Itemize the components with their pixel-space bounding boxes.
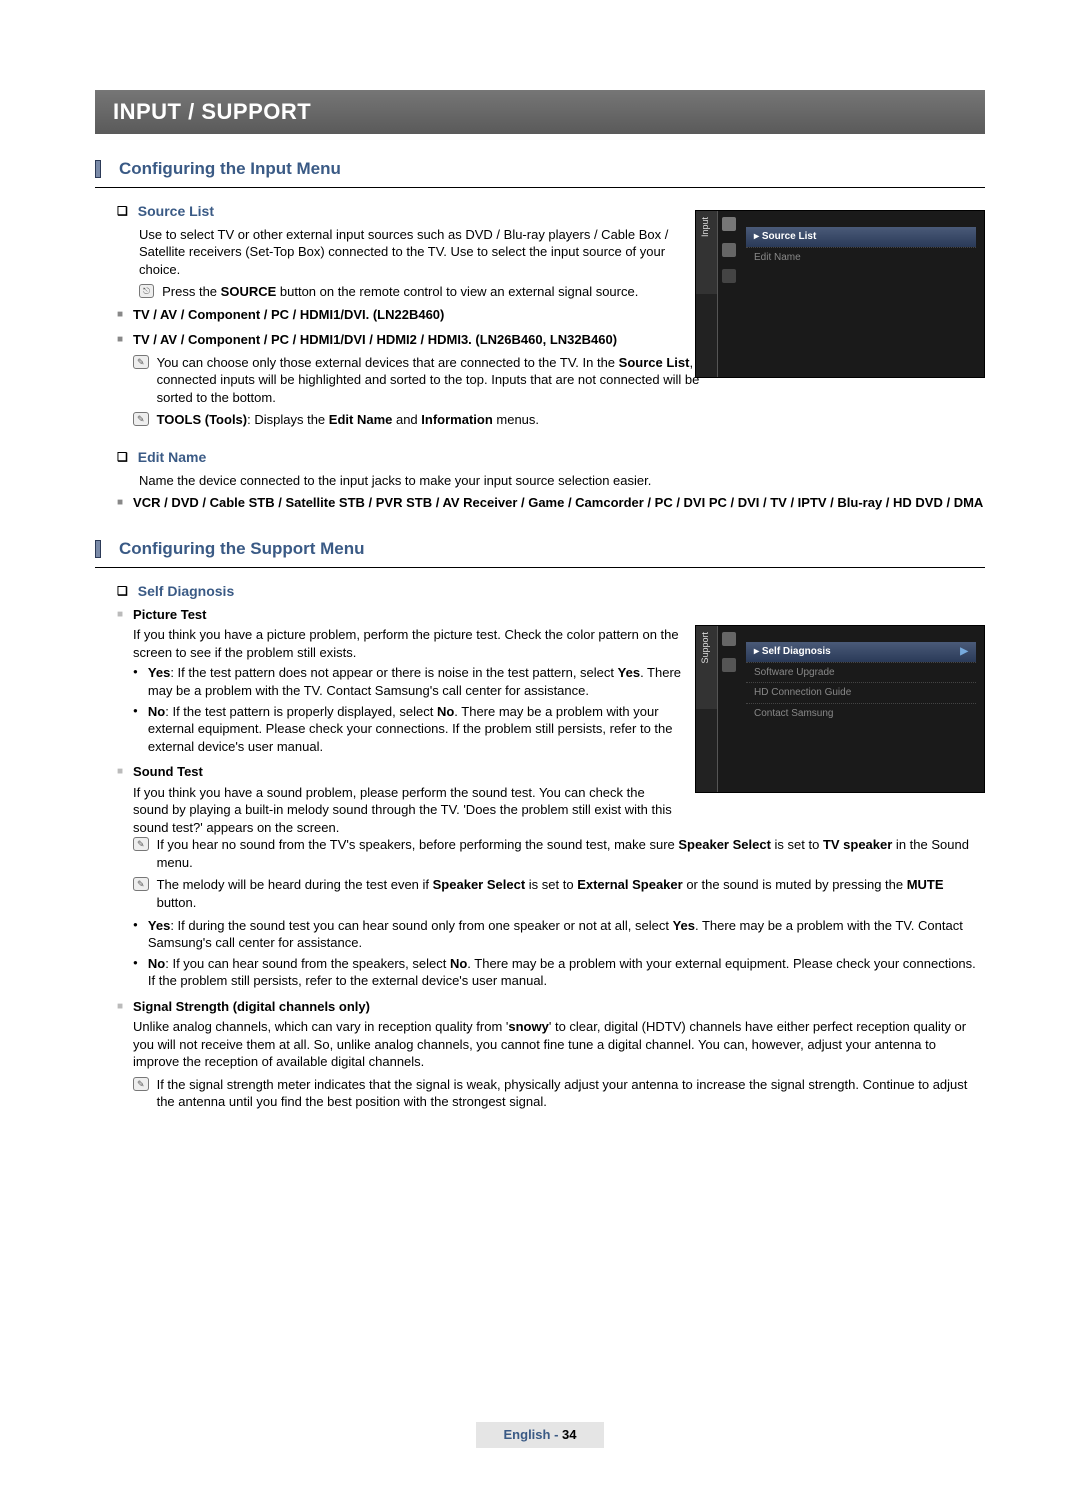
sound-test: Sound Test If you think you have a sound…: [117, 763, 985, 990]
note-icon: ✎: [133, 877, 149, 891]
page-footer: English - 34: [0, 1422, 1080, 1448]
note-icon: ✎: [133, 1077, 149, 1091]
note-icon: ✎: [133, 837, 149, 851]
edit-name-heading: Edit Name: [117, 448, 985, 467]
signal-strength: Signal Strength (digital channels only) …: [117, 998, 985, 1116]
edit-name-desc: Name the device connected to the input j…: [139, 472, 985, 490]
screenshot-source-list: Input ▸ Source List Edit Name: [695, 210, 985, 378]
section-heading-input: Configuring the Input Menu: [95, 158, 985, 188]
page-title: INPUT / SUPPORT: [95, 90, 985, 134]
self-diagnosis-heading: Self Diagnosis: [117, 582, 985, 601]
section-heading-support: Configuring the Support Menu: [95, 538, 985, 568]
note-icon: ✎: [133, 355, 149, 369]
screenshot-self-diagnosis: Support ▸ Self Diagnosis▶ Software Upgra…: [695, 625, 985, 793]
edit-name-list: VCR / DVD / Cable STB / Satellite STB / …: [117, 494, 985, 512]
tools-icon: ✎: [133, 412, 149, 426]
source-list-desc: Use to select TV or other external input…: [139, 226, 689, 279]
remote-icon: ⎋: [139, 284, 154, 298]
